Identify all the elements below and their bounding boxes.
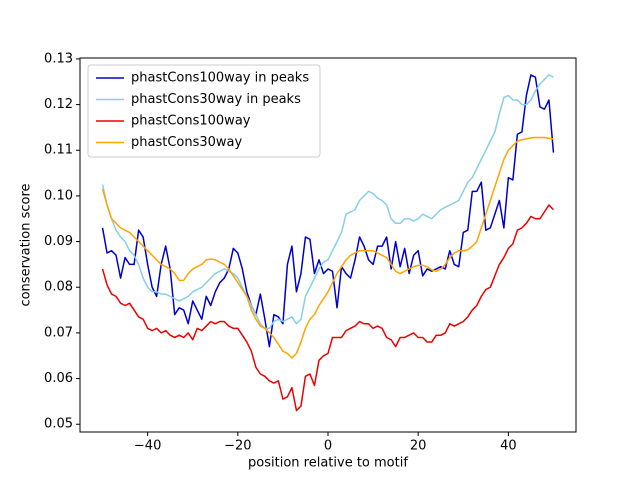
y-tick-label: 0.10 [44,188,73,203]
y-tick-label: 0.08 [44,280,73,295]
series-line [101,74,554,330]
y-tick-label: 0.09 [44,234,73,249]
x-tick-label: 0 [324,439,332,454]
y-tick-label: 0.06 [44,371,73,386]
y-tick-label: 0.12 [44,97,73,112]
x-tick-label: −20 [224,439,251,454]
y-tick-label: 0.05 [44,417,73,432]
legend-label: phastCons100way [131,114,251,129]
y-axis-label: conservation score [19,183,34,306]
y-tick-label: 0.11 [44,143,73,158]
legend-label: phastCons30way [131,135,243,150]
x-tick-label: −40 [134,439,161,454]
plot-frame [79,57,577,433]
series-line [101,204,554,412]
series-line [101,136,554,359]
legend-label: phastCons30way in peaks [131,92,301,107]
legend-label: phastCons100way in peaks [131,71,309,86]
legend-box [87,64,321,158]
x-tick-label: 40 [500,439,517,454]
x-axis-label: position relative to motif [248,456,408,471]
x-tick-label: 20 [410,439,427,454]
y-tick-label: 0.07 [44,325,73,340]
y-tick-label: 0.13 [44,51,73,66]
series-line [101,74,555,348]
